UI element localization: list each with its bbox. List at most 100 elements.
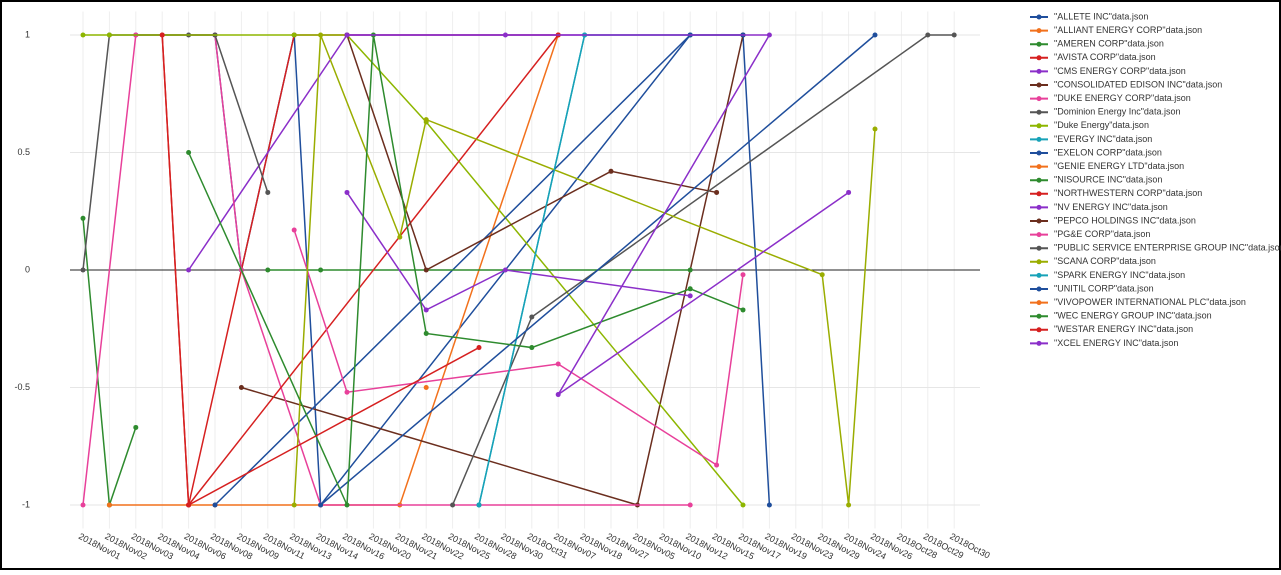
point	[846, 502, 852, 508]
legend-marker	[1036, 300, 1042, 306]
legend-label: "ALLETE INC"data.json	[1054, 11, 1148, 21]
point	[238, 385, 244, 390]
point	[687, 293, 693, 299]
legend-marker	[1036, 55, 1042, 61]
point	[344, 502, 350, 508]
point	[318, 267, 324, 273]
series-line	[451, 34, 955, 506]
legend-marker	[1036, 28, 1042, 34]
point	[80, 32, 86, 38]
point	[502, 267, 508, 273]
legend-label: "NORTHWESTERN CORP"data.json	[1054, 188, 1202, 198]
legend-marker	[1036, 286, 1042, 292]
y-tick-label: 0	[25, 264, 30, 274]
point	[106, 32, 112, 38]
point	[344, 389, 350, 395]
point	[80, 502, 86, 508]
point	[291, 227, 297, 233]
point	[819, 272, 825, 278]
point	[555, 361, 561, 367]
point	[80, 267, 86, 273]
point	[133, 424, 139, 430]
legend-label: "VIVOPOWER INTERNATIONAL PLC"data.json	[1054, 297, 1246, 307]
point	[397, 234, 403, 240]
legend-label: "CONSOLIDATED EDISON INC"data.json	[1054, 79, 1222, 89]
y-tick-label: -1	[22, 499, 30, 509]
legend-marker	[1036, 204, 1042, 210]
legend-label: "AVISTA CORP"data.json	[1054, 52, 1156, 62]
legend-label: "WEC ENERGY GROUP INC"data.json	[1054, 311, 1212, 321]
legend-marker	[1036, 313, 1042, 319]
legend-label: "ALLIANT ENERGY CORP"data.json	[1054, 25, 1202, 35]
legend-marker	[1036, 123, 1042, 129]
legend-marker	[1036, 164, 1042, 170]
series-line	[346, 192, 691, 311]
point	[740, 307, 746, 313]
point	[423, 267, 429, 273]
legend-marker	[1036, 245, 1042, 251]
series-line	[478, 34, 586, 506]
point	[687, 267, 693, 273]
point	[529, 345, 535, 351]
point	[212, 502, 218, 508]
legend-marker	[1036, 41, 1042, 47]
y-tick-label: 1	[25, 29, 30, 39]
point	[740, 272, 746, 278]
point	[872, 126, 878, 132]
legend-label: "PEPCO HOLDINGS INC"data.json	[1054, 215, 1196, 225]
point	[529, 314, 535, 320]
legend-label: "SCANA CORP"data.json	[1054, 256, 1156, 266]
point	[925, 32, 931, 38]
point	[159, 32, 165, 38]
point	[714, 189, 720, 195]
legend-marker	[1036, 82, 1042, 88]
point	[476, 502, 482, 508]
legend-marker	[1036, 232, 1042, 238]
point	[186, 502, 192, 508]
point	[951, 32, 957, 38]
legend-marker	[1036, 272, 1042, 278]
point	[423, 385, 429, 390]
legend-label: "DUKE ENERGY CORP"data.json	[1054, 93, 1191, 103]
legend-marker	[1036, 150, 1042, 156]
legend-marker	[1036, 327, 1042, 333]
point	[344, 32, 350, 38]
point	[318, 32, 324, 38]
point	[80, 215, 86, 221]
legend-label: "SPARK ENERGY INC"data.json	[1054, 270, 1185, 280]
point	[476, 345, 482, 351]
legend-label: "CMS ENERGY CORP"data.json	[1054, 66, 1186, 76]
point	[265, 189, 271, 195]
legend-label: "Dominion Energy Inc"data.json	[1054, 107, 1180, 117]
legend-label: "AMEREN CORP"data.json	[1054, 39, 1164, 49]
series-line	[188, 34, 559, 506]
legend-label: "EXELON CORP"data.json	[1054, 147, 1162, 157]
legend-marker	[1036, 68, 1042, 74]
point	[318, 502, 324, 508]
legend-marker	[1036, 14, 1042, 20]
point	[291, 502, 297, 508]
point	[344, 189, 350, 195]
legend-marker	[1036, 218, 1042, 224]
point	[714, 462, 720, 468]
point	[766, 502, 772, 508]
point	[186, 267, 192, 273]
legend-marker	[1036, 340, 1042, 346]
legend-marker	[1036, 109, 1042, 115]
legend-label: "GENIE ENERGY LTD"data.json	[1054, 161, 1184, 171]
legend-label: "WESTAR ENERGY INC"data.json	[1054, 324, 1193, 334]
legend-label: "UNITIL CORP"data.json	[1054, 283, 1154, 293]
legend-label: "PG&E CORP"data.json	[1054, 229, 1150, 239]
point	[687, 286, 693, 292]
legend-label: "EVERGY INC"data.json	[1054, 134, 1152, 144]
legend-marker	[1036, 136, 1042, 142]
series-line	[347, 34, 850, 396]
point	[555, 392, 561, 398]
legend-marker	[1036, 259, 1042, 265]
legend-marker	[1036, 191, 1042, 197]
point	[291, 32, 297, 38]
point	[872, 32, 878, 38]
point	[265, 267, 271, 273]
